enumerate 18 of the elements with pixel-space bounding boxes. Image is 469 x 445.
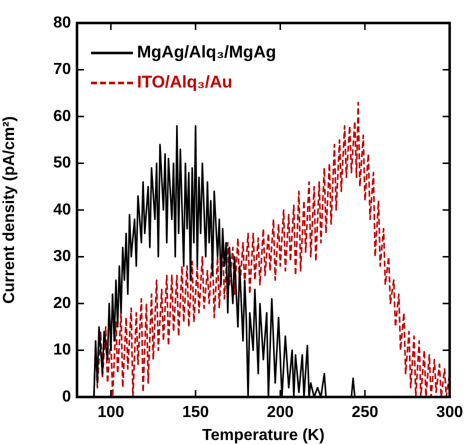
y-axis-title: Current density (pA/cm²) — [1, 116, 18, 304]
x-tick-label: 250 — [352, 404, 378, 422]
y-tick-label: 40 — [53, 201, 72, 218]
y-tick-label: 50 — [53, 154, 72, 172]
y-tick-label: 10 — [53, 342, 72, 359]
legend-label: MgAg/Alq₃/MgAg — [137, 42, 276, 62]
x-axis-title: Temperature (K) — [202, 426, 325, 444]
y-tick-label: 20 — [53, 294, 72, 312]
y-tick-label: 0 — [62, 388, 72, 406]
y-tick-label: 30 — [53, 248, 72, 266]
legend-label: ITO/Alq₃/Au — [137, 72, 232, 92]
x-tick-label: 100 — [98, 404, 124, 422]
x-tick-label: 300 — [436, 404, 464, 422]
y-tick-label: 60 — [53, 108, 72, 125]
x-tick-label: 200 — [266, 404, 294, 422]
y-tick-label: 80 — [53, 14, 72, 32]
x-tick-label: 150 — [182, 404, 210, 422]
y-tick-label: 70 — [53, 61, 72, 78]
